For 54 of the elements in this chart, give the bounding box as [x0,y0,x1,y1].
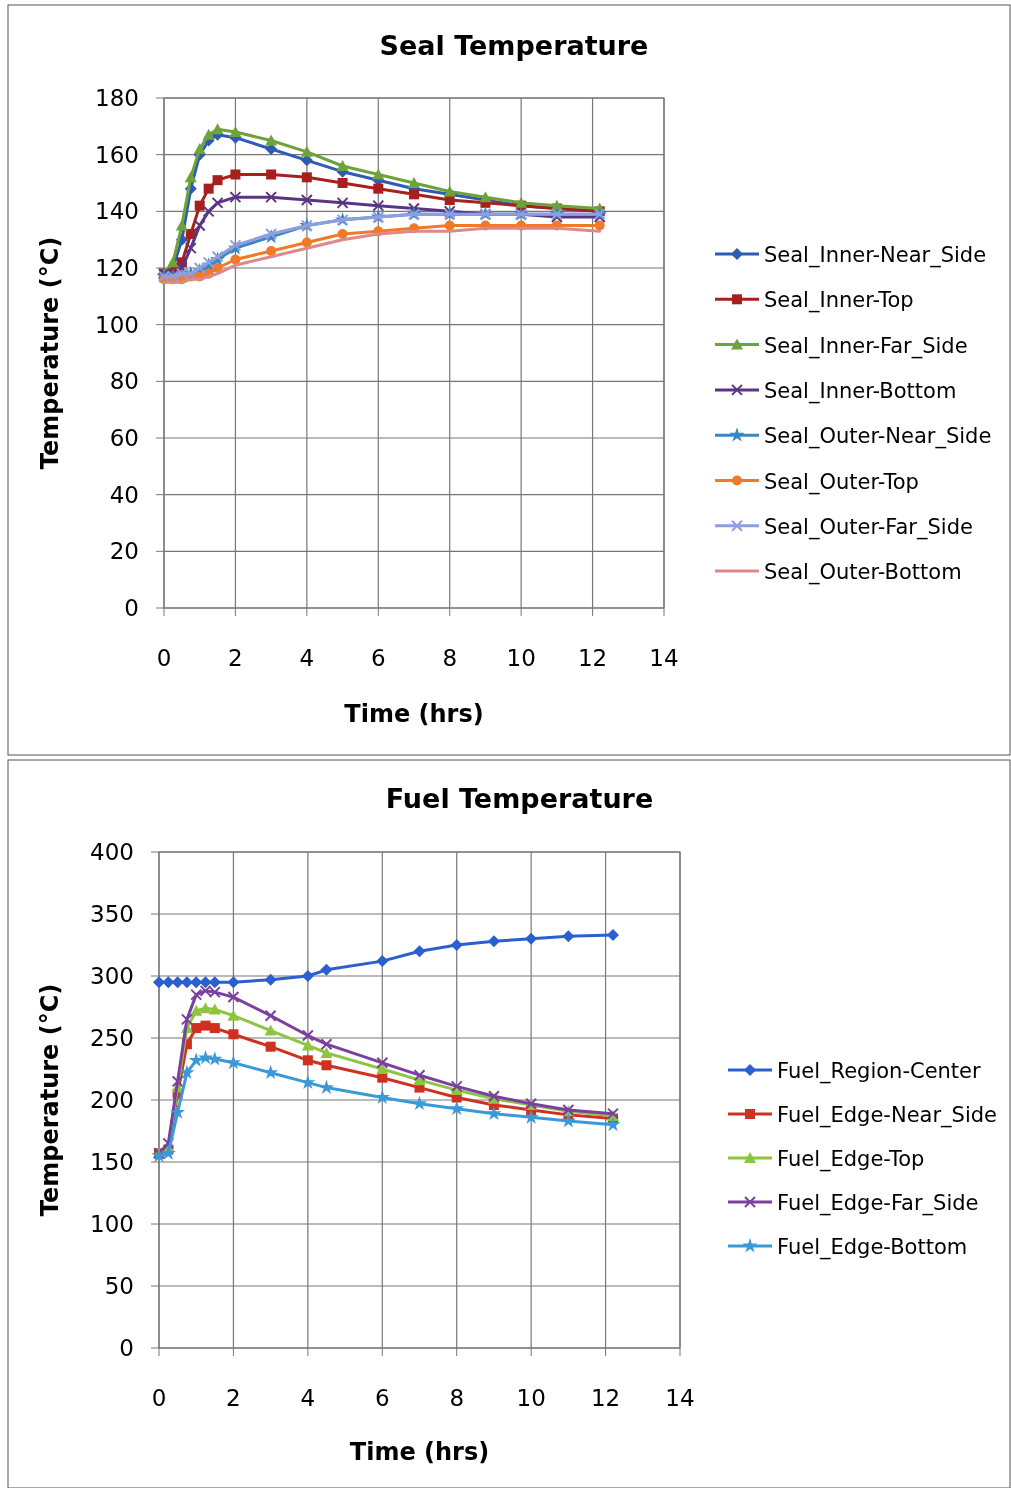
legend-label: Seal_Inner-Top [764,288,914,314]
y-tick-label: 80 [109,368,139,395]
x-tick-label: 6 [374,1385,390,1411]
y-tick-label: 350 [90,901,134,927]
legend-label: Fuel_Edge-Near_Side [777,1103,997,1128]
y-tick-label: 150 [90,1149,134,1175]
x-tick-label: 10 [506,645,536,671]
chart-title: Fuel Temperature [385,783,654,814]
y-tick-label: 180 [95,85,139,111]
x-tick-label: 14 [665,1385,695,1411]
y-tick-label: 400 [90,839,134,865]
x-tick-label: 10 [516,1385,546,1411]
x-axis-title: Time (hrs) [344,700,484,728]
y-tick-label: 100 [90,1211,134,1237]
x-tick-label: 8 [449,1385,465,1411]
x-tick-label: 0 [151,1385,167,1411]
legend-label: Seal_Outer-Top [764,469,919,495]
x-tick-label: 4 [299,645,315,671]
legend-label: Seal_Inner-Bottom [764,378,957,404]
y-tick-label: 50 [104,1273,134,1299]
y-tick-label: 0 [119,1335,134,1361]
x-tick-label: 0 [156,645,172,671]
legend-label: Fuel_Edge-Bottom [777,1235,968,1260]
y-tick-label: 200 [90,1087,134,1113]
y-tick-label: 20 [109,538,139,565]
y-tick-label: 100 [95,311,139,338]
legend-label: Seal_Outer-Near_Side [764,424,992,450]
y-tick-label: 160 [95,141,139,168]
x-tick-label: 2 [226,1385,241,1411]
y-axis-title: Temperature (°C) [36,983,64,1217]
y-tick-label: 60 [109,425,139,451]
legend-label: Fuel_Edge-Top [777,1147,925,1172]
legend-label: Seal_Inner-Far_Side [764,333,968,359]
y-tick-label: 0 [124,595,139,621]
legend-label: Seal_Inner-Near_Side [764,243,987,268]
y-axis-title: Temperature (°C) [36,236,64,470]
y-tick-label: 250 [90,1025,134,1051]
chart-title: Seal Temperature [379,30,649,61]
y-tick-label: 120 [95,255,139,281]
x-tick-label: 4 [300,1385,316,1411]
x-tick-label: 6 [370,645,386,671]
legend-label: Seal_Outer-Far_Side [764,514,973,540]
x-axis-title: Time (hrs) [349,1438,490,1466]
legend-label: Seal_Outer-Bottom [764,560,962,586]
legend-label: Fuel_Edge-Far_Side [777,1191,979,1216]
y-tick-label: 140 [95,198,139,225]
x-tick-label: 2 [228,645,243,671]
y-tick-label: 40 [109,481,139,508]
x-tick-label: 12 [590,1385,621,1411]
y-tick-label: 300 [90,963,134,989]
x-tick-label: 8 [442,645,458,671]
x-tick-label: 14 [649,645,679,671]
legend-label: Fuel_Region-Center [777,1059,982,1084]
x-tick-label: 12 [577,645,608,671]
